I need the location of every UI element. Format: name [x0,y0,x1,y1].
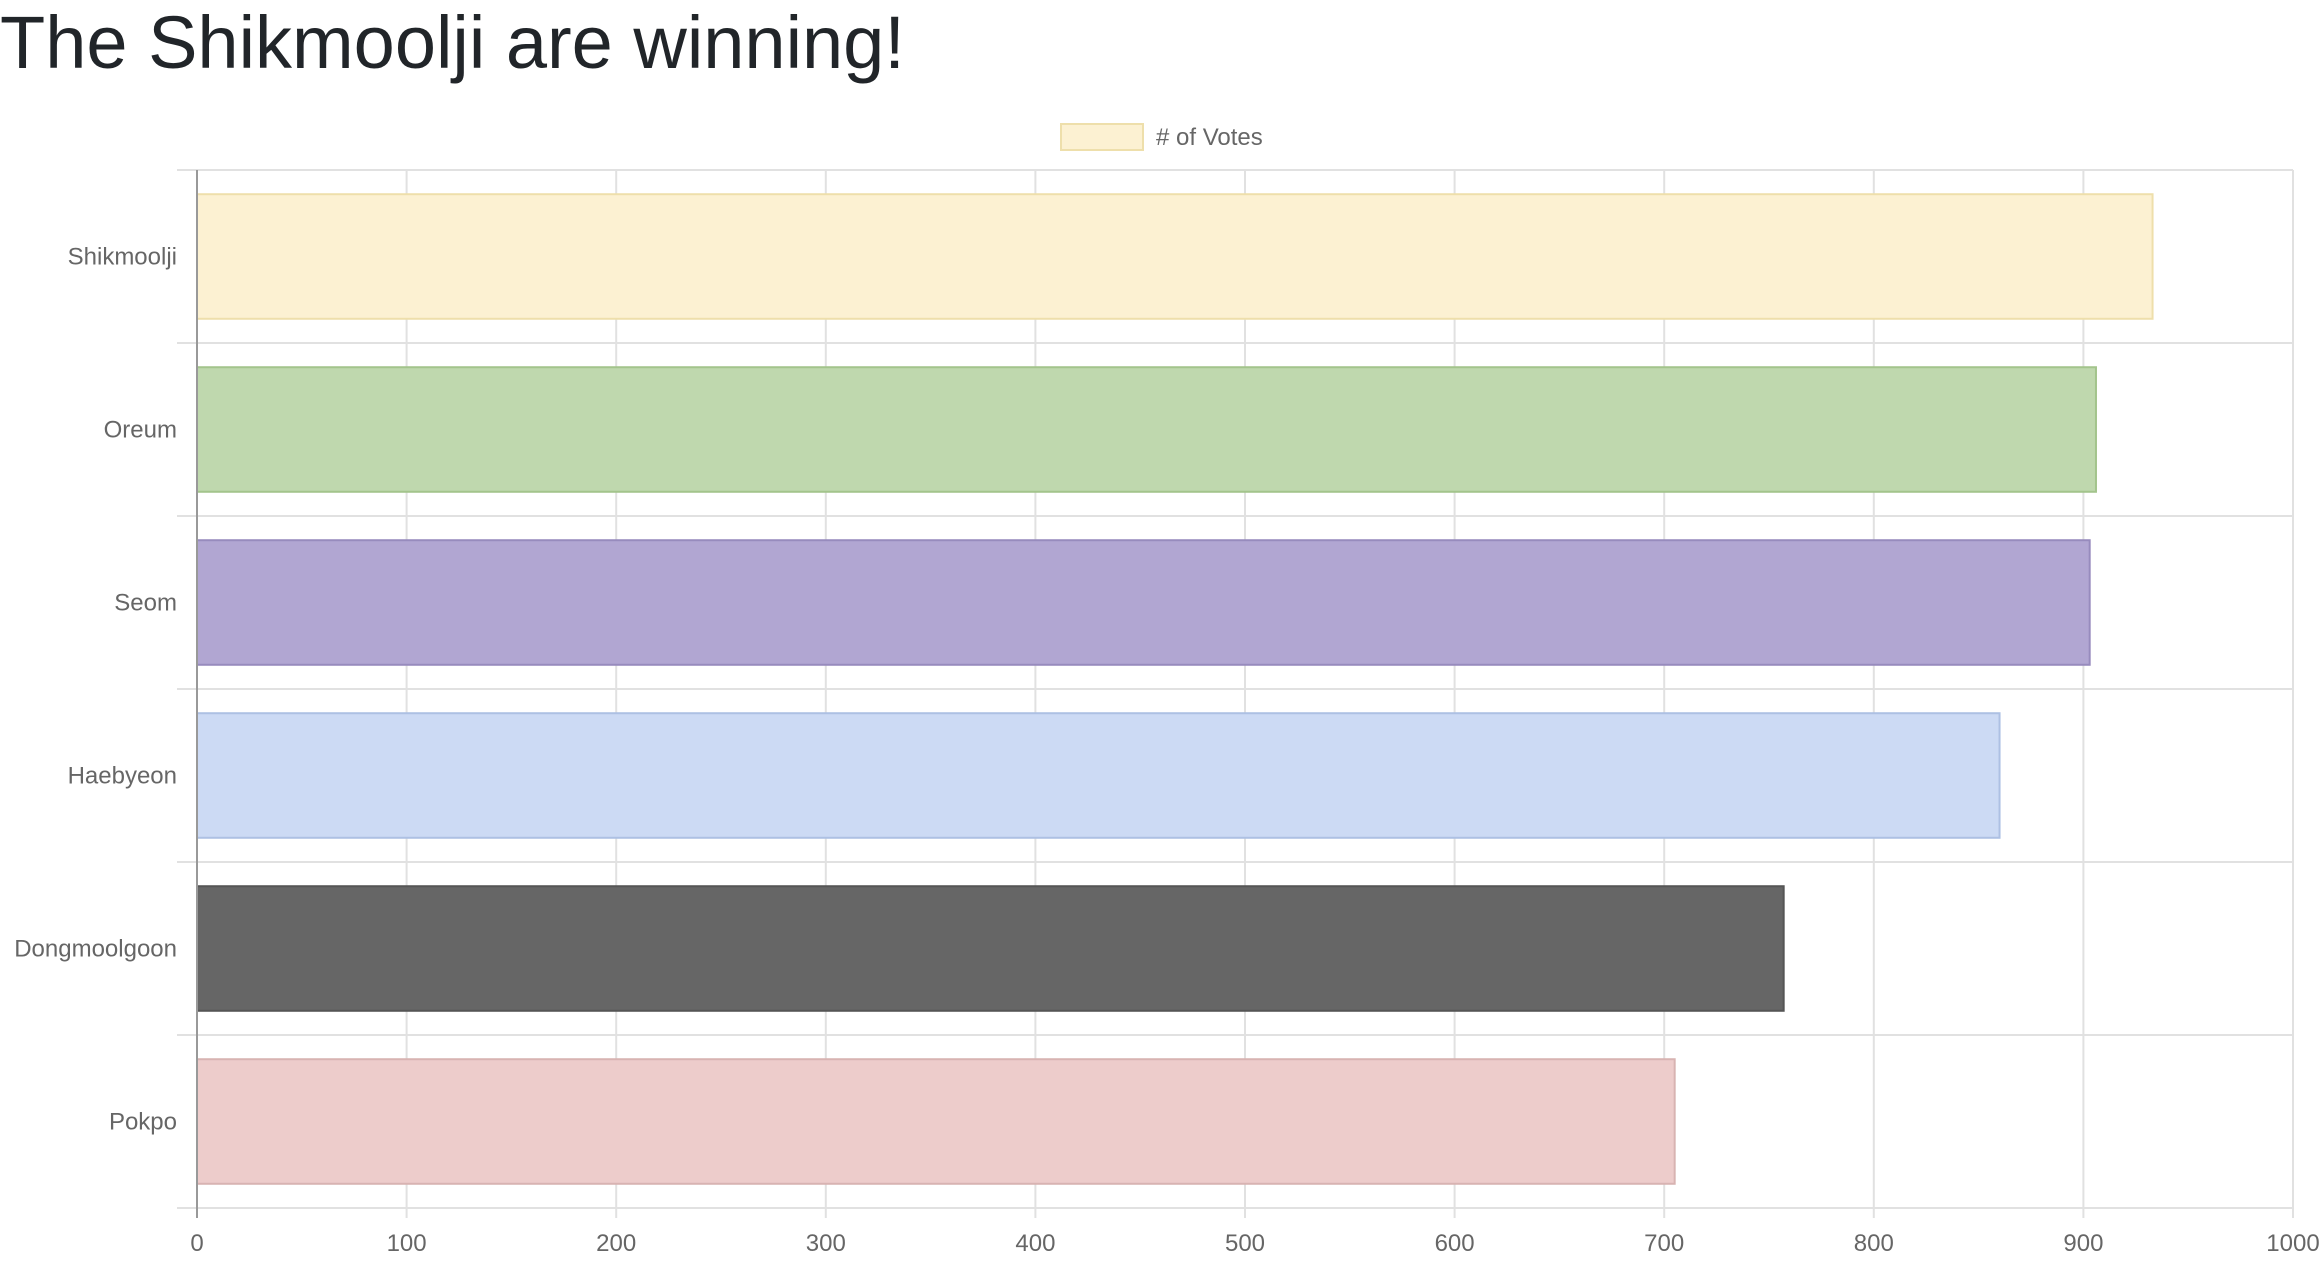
bar [196,885,1785,1012]
y-category-label: Pokpo [109,1109,177,1136]
x-tick-label: 800 [1854,1230,1894,1257]
chart-axes: 0 100 200 300 400 500 600 700 800 900 1000 Shikmool… [14,170,2320,1257]
y-category-label: Seom [114,590,177,617]
y-category-label: Shikmoolji [68,244,177,271]
x-tick-label: 100 [387,1230,427,1257]
y-category-label: Dongmoolgoon [14,936,177,963]
y-category-label: Haebyeon [68,763,177,790]
bar [196,193,2154,320]
x-tick-label: 1000 [2266,1230,2319,1257]
chart-grid [177,169,2294,1218]
x-tick-label: 700 [1644,1230,1684,1257]
chart-bars [196,193,2154,1185]
x-tick-label: 300 [806,1230,846,1257]
x-tick-label: 600 [1435,1230,1475,1257]
x-tick-label: 400 [1015,1230,1055,1257]
bar [196,366,2097,493]
legend-label: # of Votes [1156,124,1263,151]
bar [196,712,2001,839]
legend-swatch [1060,123,1144,151]
page-title: The Shikmoolji are winning! [0,1,905,84]
bar [196,539,2091,666]
chart-legend: # of Votes [1060,123,1263,151]
y-category-label: Oreum [104,417,177,444]
x-tick-label: 500 [1225,1230,1265,1257]
x-tick-label: 200 [596,1230,636,1257]
bar [196,1058,1676,1185]
x-tick-label: 0 [190,1230,203,1257]
x-tick-label: 900 [2063,1230,2103,1257]
